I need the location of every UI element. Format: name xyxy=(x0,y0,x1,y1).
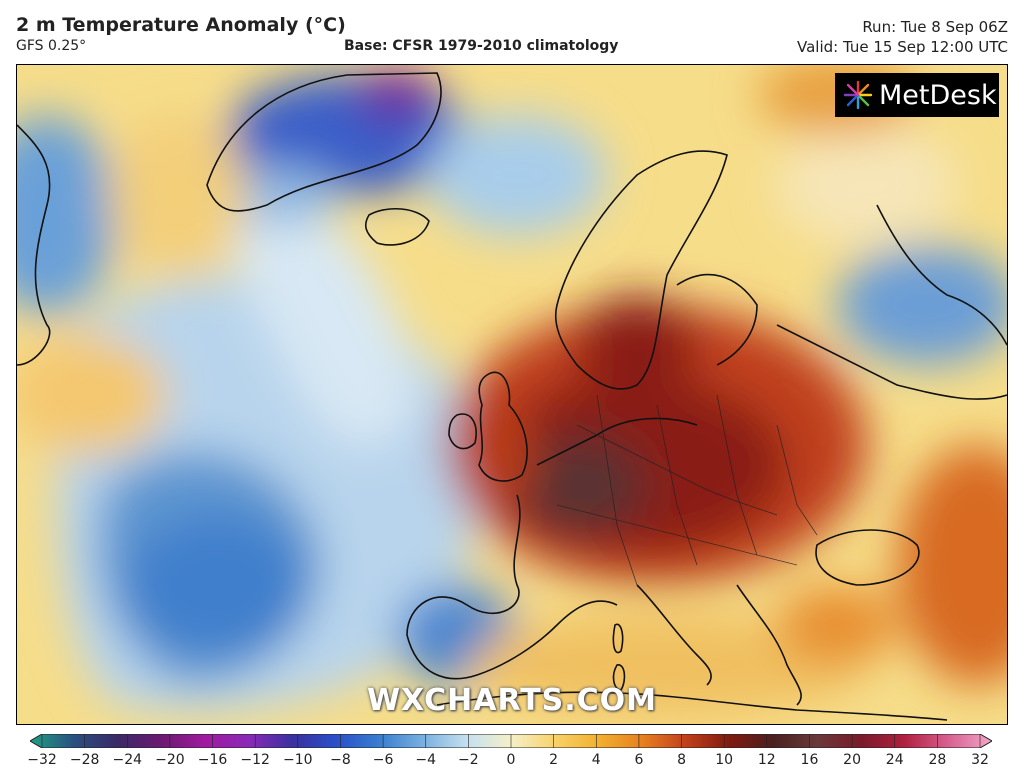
legend-tick-label: 8 xyxy=(677,752,686,768)
legend-tick-label: −20 xyxy=(155,752,185,768)
wxcharts-watermark: WXCHARTS.COM xyxy=(366,683,658,718)
coastlines xyxy=(17,72,1007,721)
legend-tick-label: −12 xyxy=(240,752,270,768)
legend-tick-label: −16 xyxy=(197,752,228,768)
valid-label: Valid: Tue 15 Sep 12:00 UTC xyxy=(797,38,1008,56)
anomaly-map[interactable]: MetDesk WXCHARTS.COM xyxy=(16,64,1008,725)
country-borders xyxy=(556,394,818,586)
legend-tick-label: −8 xyxy=(330,752,351,768)
legend-tick-label: −10 xyxy=(283,752,313,768)
legend-colorbar xyxy=(30,734,992,748)
legend-tick-labels: −32 −28 −24 −20 −16 −12 −10 −8 −6 −4 −2 0 2 4 6 8 10 12 16… xyxy=(0,752,1024,772)
legend-tick-label: 20 xyxy=(843,752,861,768)
legend-tick-label: 16 xyxy=(800,752,819,768)
metdesk-logo: MetDesk xyxy=(835,73,999,117)
run-label: Run: Tue 8 Sep 06Z xyxy=(862,18,1008,36)
metdesk-starburst-icon xyxy=(843,80,873,110)
legend-tick-label: −28 xyxy=(69,752,100,768)
legend-tick-label: 10 xyxy=(715,752,734,768)
legend-tick-label: 4 xyxy=(591,752,601,768)
legend-tick-label: 2 xyxy=(549,752,559,768)
map-canvas xyxy=(17,65,1007,724)
legend-tick-label: −32 xyxy=(27,752,57,768)
legend-tick-label: −24 xyxy=(112,752,143,768)
legend-tick-label: 6 xyxy=(634,752,644,768)
legend-tick-label: 0 xyxy=(506,752,516,768)
metdesk-logo-text: MetDesk xyxy=(879,79,997,111)
model-label: GFS 0.25° xyxy=(16,38,87,54)
legend-tick-label: 24 xyxy=(885,752,904,768)
base-label: Base: CFSR 1979-2010 climatology xyxy=(344,38,619,54)
chart-title: 2 m Temperature Anomaly (°C) xyxy=(16,14,346,36)
legend-tick-label: 32 xyxy=(971,752,989,768)
legend-tick-label: 12 xyxy=(757,752,776,768)
legend-tick-label: −6 xyxy=(372,752,394,768)
legend-tick-label: 28 xyxy=(928,752,947,768)
legend-tick-label: −2 xyxy=(458,752,479,768)
legend-tick-label: −4 xyxy=(415,752,437,768)
